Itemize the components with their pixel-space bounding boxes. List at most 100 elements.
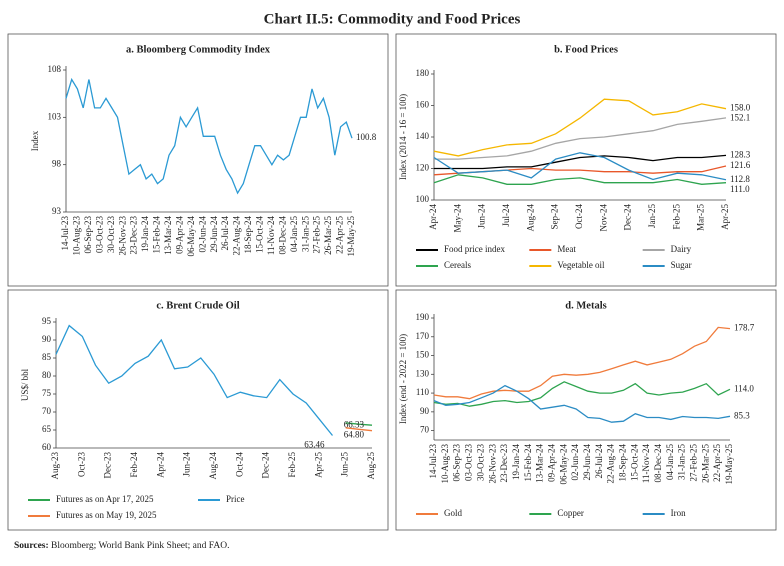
y-tick-label: 170	[416, 331, 430, 341]
y-tick-label: 160	[416, 100, 430, 110]
y-tick-label: 108	[48, 64, 62, 74]
x-tick-label: 04-Jan-25	[665, 444, 675, 480]
x-tick-label: Apr-24	[155, 452, 165, 478]
x-tick-label: 15-Feb-24	[523, 444, 533, 482]
x-tick-label: 11-Nov-24	[266, 216, 276, 256]
series-line	[65, 77, 353, 195]
x-tick-label: 10-Aug-23	[440, 444, 450, 484]
x-tick-label: 09-Apr-24	[546, 444, 556, 482]
y-tick-label: 190	[416, 312, 430, 322]
y-tick-label: 85	[42, 352, 52, 362]
x-tick-label: 30-Oct-23	[106, 216, 116, 253]
x-tick-label: 04-Jan-25	[289, 216, 299, 252]
y-tick-label: 103	[48, 111, 62, 121]
y-tick-label: 150	[416, 350, 430, 360]
x-tick-label: 06-May-24	[186, 216, 196, 257]
x-tick-label: Oct-23	[76, 452, 86, 477]
x-tick-label: 27-Feb-25	[312, 216, 322, 254]
x-tick-label: Dec-24	[623, 204, 633, 231]
legend-label: Copper	[557, 508, 584, 518]
x-tick-label: 22-Apr-25	[712, 444, 722, 482]
x-tick-label: 26-Mar-25	[323, 216, 333, 255]
y-tick-label: 98	[52, 159, 62, 169]
y-tick-label: 120	[416, 163, 430, 173]
x-tick-label: Jul-24	[501, 204, 511, 227]
x-tick-label: Aug-25	[366, 452, 376, 480]
x-tick-label: Aug-23	[50, 452, 60, 480]
legend-label: Dairy	[671, 244, 692, 254]
end-value-label: 85.3	[734, 410, 750, 420]
panel-frame	[395, 33, 777, 287]
panel-title: d. Metals	[565, 300, 606, 311]
legend-label: Meat	[557, 244, 576, 254]
legend-label: Iron	[671, 508, 686, 518]
x-tick-label: 02-Jun-24	[570, 444, 580, 481]
x-tick-label: 10-Aug-23	[72, 216, 82, 256]
x-tick-label: 22-Aug-24	[232, 216, 242, 256]
x-tick-label: 22-Apr-25	[335, 216, 345, 254]
end-value-label: 121.6	[730, 160, 751, 170]
x-tick-label: 19-Jan-24	[140, 216, 150, 252]
x-tick-label: Jan-25	[647, 204, 657, 228]
x-tick-label: 23-Dec-23	[499, 444, 509, 483]
x-tick-label: Aug-24	[208, 452, 218, 480]
x-tick-label: 30-Oct-23	[475, 444, 485, 481]
x-tick-label: 19-Jan-24	[511, 444, 521, 480]
x-tick-label: Dec-24	[261, 452, 271, 479]
panel-frame	[395, 289, 777, 531]
y-tick-label: 70	[420, 425, 430, 435]
x-tick-label: 15-Feb-24	[152, 216, 162, 254]
x-tick-label: Feb-24	[129, 452, 139, 478]
x-tick-label: Oct-24	[234, 452, 244, 477]
legend-label: Sugar	[671, 260, 692, 270]
x-tick-label: Jun-24	[477, 204, 487, 229]
end-value-label: 114.0	[734, 383, 754, 393]
series-line	[433, 152, 727, 181]
x-tick-label: 29-Jun-24	[582, 444, 592, 481]
x-tick-label: 13-Mar-24	[163, 216, 173, 255]
y-tick-label: 93	[52, 206, 62, 216]
end-value-label: 111.0	[730, 184, 750, 194]
x-tick-label: 06-May-24	[558, 444, 568, 485]
x-tick-label: 15-Oct-24	[629, 444, 639, 481]
x-tick-label: 08-Dec-24	[277, 216, 287, 255]
end-value-label: 158.0	[730, 103, 751, 113]
legend-label: Futures as on May 19, 2025	[56, 510, 157, 520]
x-tick-label: Apr-25	[313, 452, 323, 478]
x-tick-label: 26-Nov-23	[487, 444, 497, 484]
end-value-label: 112.8	[730, 174, 750, 184]
sources-text: Bloomberg; World Bank Pink Sheet; and FA…	[51, 541, 229, 551]
end-value-label: 100.8	[356, 132, 377, 142]
y-axis-label: Index (2014 - 16 = 100)	[398, 94, 408, 180]
x-tick-label: Jun-24	[182, 452, 192, 477]
series-line	[433, 326, 731, 400]
y-tick-label: 100	[416, 194, 430, 204]
y-tick-label: 95	[42, 316, 52, 326]
end-value-label: 64.80	[344, 429, 365, 439]
series-line	[345, 422, 373, 426]
x-tick-label: 31-Jan-25	[677, 444, 687, 480]
panel-frame	[7, 33, 389, 287]
sources-label: Sources:	[14, 541, 49, 551]
sources: Sources: Bloomberg; World Bank Pink Shee…	[14, 541, 229, 551]
x-tick-label: 06-Sep-23	[452, 444, 462, 482]
end-value-label: 178.7	[734, 323, 755, 333]
y-axis-label: US$/ bbl	[20, 368, 30, 401]
x-tick-label: Apr-25	[720, 204, 730, 230]
x-tick-label: 29-Jun-24	[209, 216, 219, 253]
x-tick-label: Jun-25	[340, 452, 350, 477]
series-line	[55, 324, 334, 436]
y-tick-label: 70	[42, 406, 52, 416]
x-tick-label: 03-Oct-23	[464, 444, 474, 481]
x-tick-label: Mar-25	[696, 204, 706, 231]
legend-label: Cereals	[444, 260, 471, 270]
x-tick-label: 11-Nov-24	[641, 444, 651, 484]
x-tick-label: Dec-23	[103, 452, 113, 479]
x-tick-label: Feb-25	[671, 204, 681, 230]
x-tick-label: Nov-24	[598, 204, 608, 232]
x-tick-label: Apr-24	[428, 204, 438, 230]
x-tick-label: 14-Jul-23	[428, 444, 438, 479]
y-tick-label: 90	[420, 406, 430, 416]
series-line	[433, 381, 731, 407]
